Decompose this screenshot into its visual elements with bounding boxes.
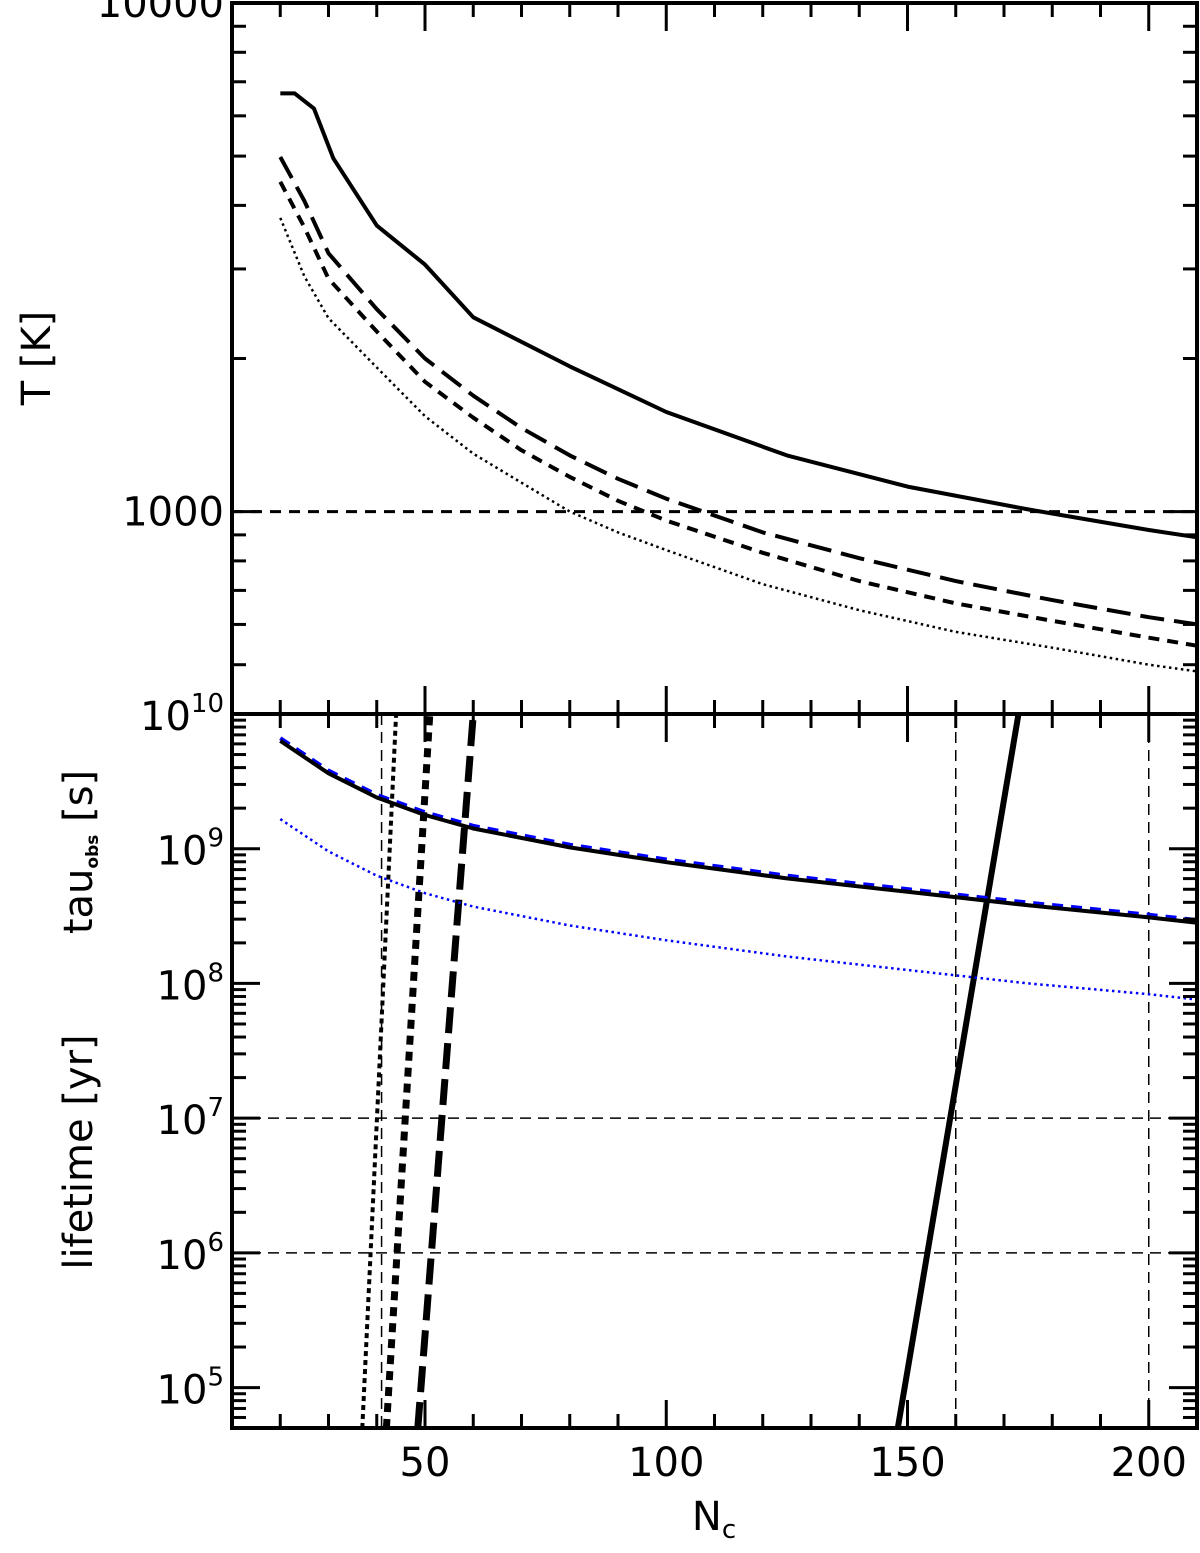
lifetime-axis-label: lifetime [yr] [56, 1034, 102, 1269]
bottom-plot-frame [230, 712, 1199, 1430]
y-tick-label: 107 [157, 1093, 224, 1144]
axis-labels: T [K] tauobs [s] lifetime [yr] Nc [14, 311, 736, 1545]
top-series-dotted [279, 217, 1198, 673]
x-tick-label: 200 [1111, 1440, 1187, 1486]
y-tick-label: 1010 [140, 689, 224, 740]
y-tick-label: 109 [157, 824, 224, 875]
x-tick-label: 150 [869, 1440, 945, 1486]
bottom-series-longdash-thick [414, 713, 477, 1429]
top-y-axis-label: T [K] [14, 311, 60, 407]
top-panel: 10000 1000 [97, 0, 1199, 716]
x-tick-label: 100 [628, 1440, 704, 1486]
x-tick-label: 50 [400, 1440, 451, 1486]
bottom-series-dotted-thick [360, 713, 399, 1429]
bottom-panel: 1010 109 108 107 106 105 50 100 150 200 [140, 689, 1199, 1486]
bottom-series-dotted-blue [279, 818, 1198, 1001]
bottom-series-dashed-thick [382, 713, 434, 1429]
y-tick-label: 10000 [97, 0, 224, 27]
top-plot-frame [230, 1, 1199, 716]
tau-obs-axis-label: tauobs [s] [56, 770, 103, 934]
y-tick-label: 108 [157, 958, 224, 1009]
y-tick-label: 106 [157, 1228, 224, 1279]
top-series-dashed [278, 180, 1198, 648]
bottom-series-dashed-blue [279, 736, 1198, 923]
top-series-solid [280, 91, 1198, 540]
y-tick-label: 1000 [122, 490, 224, 536]
y-tick-label: 105 [157, 1363, 224, 1414]
top-series-longdash [278, 156, 1198, 627]
x-axis-label: Nc [692, 1494, 736, 1545]
bottom-series-solid-thick [894, 713, 1022, 1429]
bottom-series-solid [279, 739, 1198, 925]
